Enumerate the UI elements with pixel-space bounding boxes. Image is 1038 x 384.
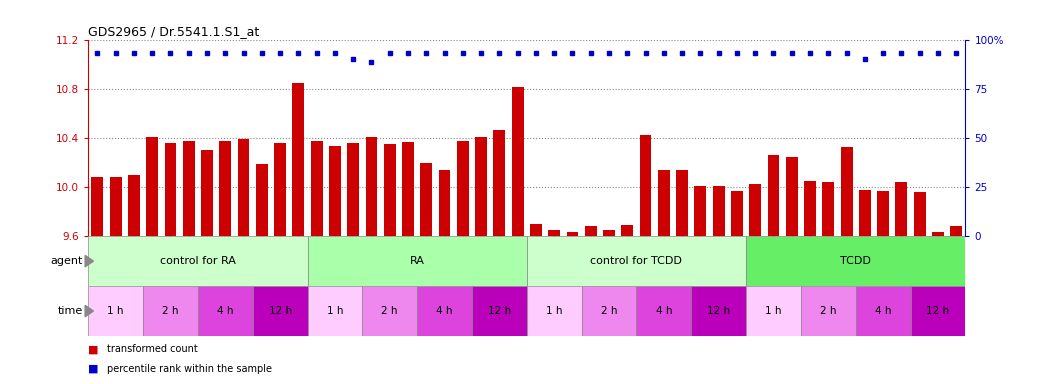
Bar <box>622 225 633 236</box>
Bar <box>877 191 890 236</box>
Bar <box>310 141 323 236</box>
Text: RA: RA <box>410 256 425 266</box>
Bar <box>307 286 362 336</box>
Bar <box>420 163 432 236</box>
Text: 1 h: 1 h <box>546 306 563 316</box>
Bar <box>731 191 743 236</box>
Bar <box>691 286 746 336</box>
Bar <box>767 156 780 236</box>
Bar <box>362 286 417 336</box>
Bar <box>746 236 965 286</box>
Bar <box>584 227 597 236</box>
Bar <box>146 137 158 236</box>
Text: 1 h: 1 h <box>327 306 344 316</box>
Bar <box>183 141 195 236</box>
Bar <box>749 184 761 236</box>
Bar <box>841 147 852 236</box>
Bar <box>238 139 249 236</box>
Bar <box>526 286 581 336</box>
Bar <box>639 134 652 236</box>
Bar <box>858 190 871 236</box>
Text: 4 h: 4 h <box>875 306 892 316</box>
Bar <box>475 137 487 236</box>
Text: 12 h: 12 h <box>488 306 511 316</box>
Bar <box>128 175 140 236</box>
Text: percentile rank within the sample: percentile rank within the sample <box>107 364 272 374</box>
Bar <box>913 192 926 236</box>
Bar <box>307 236 526 286</box>
Bar <box>365 137 378 236</box>
Text: 1 h: 1 h <box>765 306 782 316</box>
Text: 1 h: 1 h <box>107 306 124 316</box>
Bar <box>88 236 307 286</box>
Bar <box>293 83 304 236</box>
Bar <box>201 151 213 236</box>
Bar <box>896 182 907 236</box>
Bar <box>512 87 523 236</box>
Text: TCDD: TCDD <box>841 256 871 266</box>
Text: control for RA: control for RA <box>160 256 236 266</box>
Text: transformed count: transformed count <box>107 344 197 354</box>
Text: 2 h: 2 h <box>601 306 618 316</box>
Bar <box>384 144 395 236</box>
Text: 2 h: 2 h <box>382 306 398 316</box>
Bar <box>88 286 143 336</box>
Bar <box>457 141 469 236</box>
Bar <box>91 177 104 236</box>
Bar <box>143 286 198 336</box>
Bar <box>530 224 542 236</box>
Text: 12 h: 12 h <box>269 306 292 316</box>
Text: 12 h: 12 h <box>926 306 950 316</box>
Bar <box>855 286 910 336</box>
Bar <box>472 286 526 336</box>
Bar <box>786 157 797 236</box>
Bar <box>658 170 670 236</box>
Text: ■: ■ <box>88 344 99 354</box>
Bar <box>417 286 472 336</box>
Bar <box>526 236 746 286</box>
Bar <box>567 232 578 236</box>
Bar <box>932 232 944 236</box>
Text: 4 h: 4 h <box>436 306 453 316</box>
Bar <box>329 146 340 236</box>
Bar <box>822 182 835 236</box>
Bar <box>110 177 121 236</box>
Text: control for TCDD: control for TCDD <box>591 256 682 266</box>
Bar <box>274 143 286 236</box>
Text: 2 h: 2 h <box>162 306 179 316</box>
Bar <box>256 164 268 236</box>
Bar <box>636 286 691 336</box>
Bar <box>713 186 725 236</box>
Bar <box>801 286 855 336</box>
Bar <box>950 227 962 236</box>
Bar <box>252 286 307 336</box>
Text: ■: ■ <box>88 364 99 374</box>
Text: 2 h: 2 h <box>820 306 837 316</box>
Bar <box>164 143 176 236</box>
Bar <box>581 286 636 336</box>
Bar <box>548 230 561 236</box>
Bar <box>694 186 706 236</box>
Bar <box>348 143 359 236</box>
Bar <box>493 130 506 236</box>
Bar <box>746 286 801 336</box>
Bar <box>402 142 414 236</box>
Bar <box>219 141 231 236</box>
Bar <box>603 230 614 236</box>
Bar <box>910 286 965 336</box>
Text: 12 h: 12 h <box>707 306 730 316</box>
Text: GDS2965 / Dr.5541.1.S1_at: GDS2965 / Dr.5541.1.S1_at <box>88 25 260 38</box>
Text: agent: agent <box>51 256 83 266</box>
Bar <box>198 286 252 336</box>
Text: 4 h: 4 h <box>656 306 672 316</box>
Bar <box>439 170 450 236</box>
Text: time: time <box>58 306 83 316</box>
Bar <box>676 170 688 236</box>
Bar <box>804 181 816 236</box>
Text: 4 h: 4 h <box>217 306 234 316</box>
